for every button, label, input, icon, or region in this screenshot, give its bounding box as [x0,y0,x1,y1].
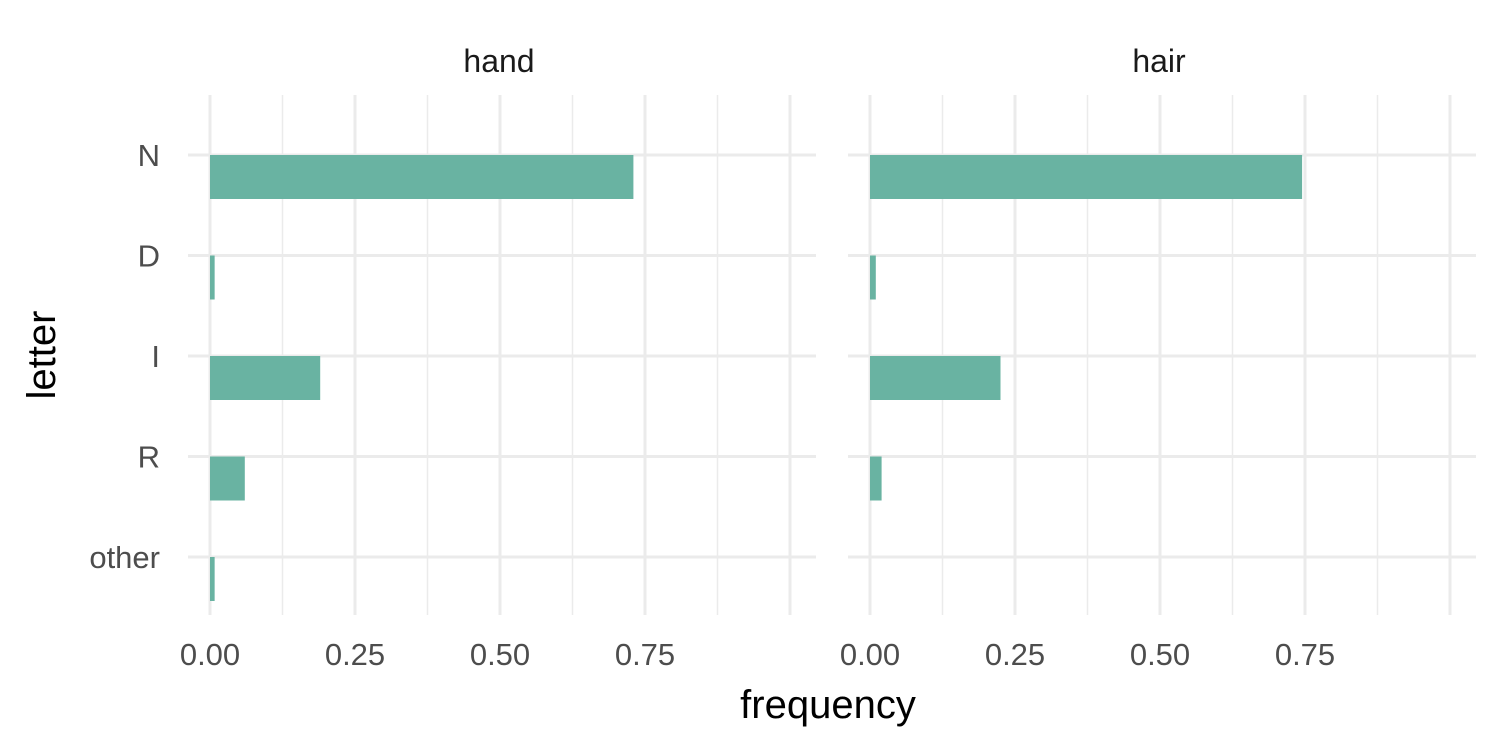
y-tick-label-R: R [138,440,160,475]
y-tick-label-I: I [151,339,160,374]
panel-hair: 0.00 0.25 0.50 0.75 hair [840,43,1476,672]
bar-hair-D [870,255,876,300]
bar-hand-D [210,255,215,300]
chart-panels: 0.00 0.25 0.50 0.75 hand 0.00 0.25 0.50 0.75 hair [180,43,1476,672]
bar-hand-I [210,356,321,400]
x-tick-label: 0.25 [325,637,385,672]
x-tick-label: 0.00 [840,637,900,672]
y-axis-title: letter [20,311,64,400]
panel-hand: 0.00 0.25 0.50 0.75 hand [180,43,816,672]
bar-hand-N [210,155,634,199]
x-tick-label: 0.50 [470,637,530,672]
bar-hair-I [870,356,1001,400]
bar-hair-N [870,155,1303,199]
bar-hand-other [210,557,215,601]
x-tick-label: 0.50 [1130,637,1190,672]
bar-hair-R [870,456,882,501]
facet-label-hand: hand [463,43,534,79]
x-tick-label: 0.25 [985,637,1045,672]
y-tick-label-N: N [138,138,160,173]
facet-label-hair: hair [1132,43,1186,79]
x-tick-label: 0.00 [180,637,240,672]
x-axis-title: frequency [740,683,916,727]
x-tick-label: 0.75 [1275,637,1335,672]
bar-hand-R [210,456,245,501]
x-tick-label: 0.75 [615,637,675,672]
y-tick-label-D: D [138,239,160,274]
y-tick-label-other: other [89,540,160,575]
